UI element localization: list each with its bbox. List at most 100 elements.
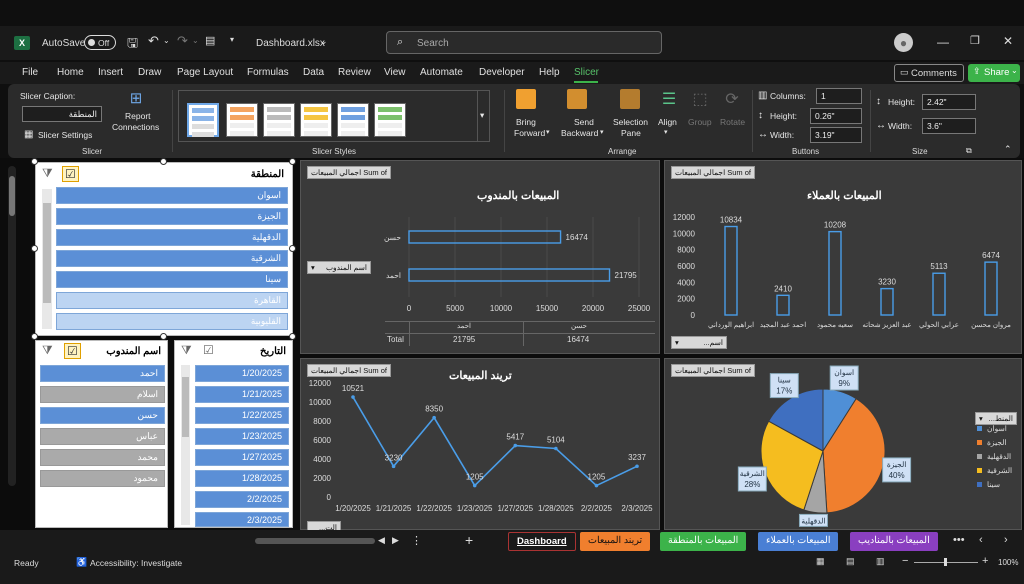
more-tabs-icon[interactable]: ••• <box>953 534 965 546</box>
style-swatch-4[interactable] <box>300 103 332 137</box>
size-width-input[interactable]: 3.6" <box>922 118 976 134</box>
slicer-item[interactable]: 2/3/2025 <box>195 512 289 527</box>
size-height-input[interactable]: 2.42" <box>922 94 976 110</box>
value-field-tag[interactable]: اجمالي المبيعات Sum of <box>671 166 755 179</box>
slicer-item[interactable]: عباس <box>40 428 165 445</box>
menu-file[interactable]: File <box>22 67 39 78</box>
slicer-item[interactable]: محمد <box>40 449 165 466</box>
customize-toolbar-icon[interactable]: ▾ <box>230 35 235 44</box>
slicer-item[interactable]: سينا <box>56 271 288 288</box>
next-tab-icon[interactable]: › <box>1004 534 1008 546</box>
style-swatch-3[interactable] <box>263 103 295 137</box>
value-field-tag[interactable]: اجمالي المبيعات Sum of <box>307 166 391 179</box>
resize-handle[interactable] <box>289 245 296 252</box>
resize-handle[interactable] <box>160 158 167 165</box>
selection-pane-line2[interactable]: Pane <box>621 128 641 138</box>
slicer-item[interactable]: 1/20/2025 <box>195 365 289 382</box>
multiselect-icon[interactable]: ☑ <box>203 343 214 357</box>
slicer-item[interactable]: 1/27/2025 <box>195 449 289 466</box>
comments-button[interactable]: ▭ Comments <box>894 64 964 82</box>
zoom-slider-thumb[interactable] <box>944 558 947 566</box>
menu-formulas[interactable]: Formulas <box>247 67 289 78</box>
horizontal-scroll-thumb[interactable] <box>255 538 375 544</box>
slicer-item[interactable]: احمد <box>40 365 165 382</box>
more-options-icon[interactable]: ⋮ <box>411 535 422 547</box>
styles-more-button[interactable]: ▾ <box>477 91 490 141</box>
slicer-item[interactable]: الجيزة <box>56 208 288 225</box>
save-icon[interactable]: 🖫 <box>127 35 139 50</box>
share-button[interactable]: ⇪ Share ⌄ <box>968 64 1020 82</box>
worksheet[interactable]: المنطقة ☑ ⧩ اسوان الجيزة الدقهلية الشرقي… <box>0 158 1024 532</box>
menu-draw[interactable]: Draw <box>138 67 162 78</box>
button-width-input[interactable]: 3.19" <box>810 127 862 143</box>
autosave-toggle[interactable]: Off <box>84 35 116 50</box>
slicer-item[interactable]: 1/28/2025 <box>195 470 289 487</box>
tab-sales-trend[interactable]: تريند المبيعات <box>580 532 651 551</box>
page-layout-view-icon[interactable]: ▤ <box>846 556 855 566</box>
clear-filter-icon[interactable]: ⧩ <box>42 166 53 180</box>
customer-filter-button[interactable]: اسم... ▾ <box>671 336 727 349</box>
report-connections-line1[interactable]: Report <box>125 111 151 121</box>
bring-forward-line2[interactable]: Forward <box>514 128 546 138</box>
resize-handle[interactable] <box>289 333 296 340</box>
send-backward-line1[interactable]: Send <box>574 117 594 127</box>
resize-handle[interactable] <box>160 333 167 340</box>
zoom-level[interactable]: 100% <box>998 558 1019 567</box>
slicer-item[interactable]: 1/21/2025 <box>195 386 289 403</box>
zoom-in-icon[interactable]: + <box>982 555 989 567</box>
rep-slicer[interactable]: اسم المندوب ☑ ⧩ احمد اسلام حسن عباس محمد… <box>35 340 168 528</box>
undo-icon[interactable]: ↶ <box>148 33 159 48</box>
send-backward-chevron-icon[interactable]: ▾ <box>600 129 604 136</box>
minimize-icon[interactable]: — <box>937 35 949 49</box>
region-slicer-scrollbar[interactable] <box>42 189 52 329</box>
slicer-item[interactable]: 2/2/2025 <box>195 491 289 508</box>
filename[interactable]: Dashboard.xlsx <box>256 38 325 49</box>
tab-sales-by-region[interactable]: المبيعات بالمنطقة <box>660 532 747 551</box>
tab-sales-by-customer[interactable]: المبيعات بالعملاء <box>758 532 839 551</box>
filename-chevron-icon[interactable]: ⌄ <box>320 36 328 46</box>
resize-handle[interactable] <box>31 333 38 340</box>
trend-chart[interactable]: اجمالي المبيعات Sum of تريند المبيعات 0 2… <box>300 358 660 532</box>
menu-page-layout[interactable]: Page Layout <box>177 67 234 78</box>
resize-handle[interactable] <box>289 158 296 165</box>
rep-filter-button[interactable]: اسم المندوب ▾ <box>307 261 371 274</box>
user-avatar-icon[interactable]: ● <box>894 33 913 52</box>
menu-automate[interactable]: Automate <box>420 67 463 78</box>
tab-sales-by-reps[interactable]: المبيعات بالمناديب <box>850 532 938 551</box>
slicer-caption-input[interactable]: المنطقة <box>22 106 102 122</box>
menu-view[interactable]: View <box>384 67 406 78</box>
bring-forward-chevron-icon[interactable]: ▾ <box>546 129 550 136</box>
multiselect-icon[interactable]: ☑ <box>62 166 79 182</box>
slicer-item[interactable]: محمود <box>40 470 165 487</box>
date-slicer[interactable]: التاريخ ☑ ⧩ 1/20/2025 1/21/2025 1/22/202… <box>174 340 293 528</box>
redo-dropdown-icon[interactable]: ⌄ <box>192 36 199 45</box>
redo-icon[interactable]: ↷ <box>177 33 188 48</box>
clear-filter-icon[interactable]: ⧩ <box>42 343 53 357</box>
align-chevron-icon[interactable]: ▾ <box>664 129 668 136</box>
tab-dashboard[interactable]: Dashboard <box>508 532 576 551</box>
region-pie-chart[interactable]: اجمالي المبيعات Sum of اسوان 9% الجيزة 40% ا… <box>664 358 1022 530</box>
close-icon[interactable]: ✕ <box>1003 34 1014 48</box>
slicer-item[interactable]: 1/22/2025 <box>195 407 289 424</box>
style-swatch-5[interactable] <box>337 103 369 137</box>
scroll-thumb[interactable] <box>9 176 15 216</box>
restore-icon[interactable]: ❐ <box>970 35 980 47</box>
slicer-settings-button[interactable]: Slicer Settings <box>38 130 93 140</box>
button-height-input[interactable]: 0.26" <box>810 108 862 124</box>
vertical-scrollbar[interactable] <box>8 166 16 486</box>
region-legend-filter[interactable]: المنط... ▾ <box>975 412 1017 425</box>
undo-dropdown-icon[interactable]: ⌄ <box>163 36 170 45</box>
region-slicer[interactable]: المنطقة ☑ ⧩ اسوان الجيزة الدقهلية الشرقي… <box>35 162 293 336</box>
clear-filter-icon[interactable]: ⧩ <box>181 343 192 357</box>
zoom-out-icon[interactable]: − <box>902 555 909 567</box>
page-break-view-icon[interactable]: ▥ <box>876 556 885 566</box>
scroll-thumb[interactable] <box>182 377 189 437</box>
h-scroll-left-icon[interactable]: ◀ <box>378 535 385 545</box>
selection-pane-line1[interactable]: Selection <box>613 117 648 127</box>
style-swatch-6[interactable] <box>374 103 406 137</box>
slicer-styles-gallery[interactable]: ▾ <box>178 90 490 142</box>
menu-home[interactable]: Home <box>57 67 84 78</box>
menu-developer[interactable]: Developer <box>479 67 525 78</box>
date-slicer-scrollbar[interactable] <box>181 365 190 525</box>
send-backward-line2[interactable]: Backward <box>561 128 599 138</box>
